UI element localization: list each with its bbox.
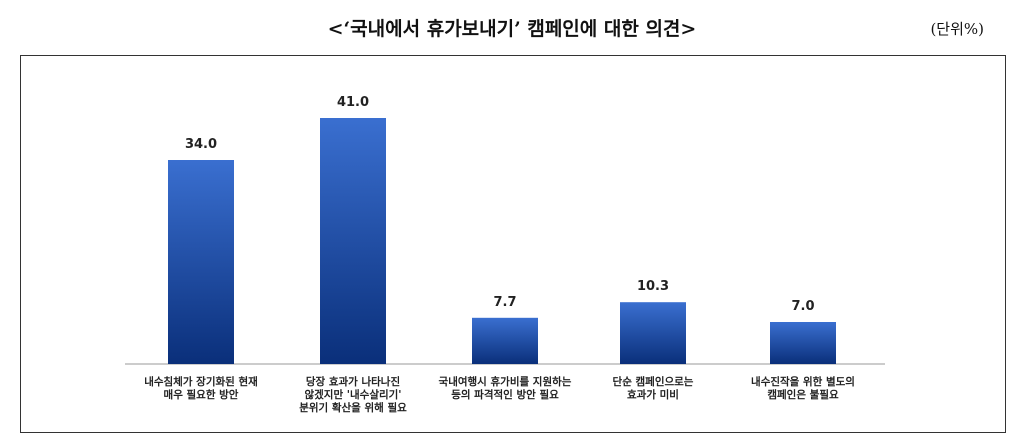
category-label-line: 등의 파격적인 방안 필요 bbox=[451, 389, 559, 401]
category-label-line: 매우 필요한 방안 bbox=[163, 389, 239, 401]
category-label-line: 분위기 확산을 위해 필요 bbox=[299, 402, 407, 414]
unit-label: (단위%) bbox=[930, 20, 984, 38]
category-label-line: 캠페인은 불필요 bbox=[767, 389, 839, 401]
category-label-line: 내수침체가 장기화된 현재 bbox=[144, 376, 258, 388]
category-label-line: 효과가 미비 bbox=[627, 389, 679, 401]
bar-value-label: 41.0 bbox=[337, 95, 369, 110]
category-label: 단순 캠페인으로는 효과가 미비 bbox=[553, 376, 753, 402]
category-label: 국내여행시 휴가비를 지원하는 등의 파격적인 방안 필요 bbox=[405, 376, 605, 402]
category-label-line: 단순 캠페인으로는 bbox=[612, 376, 694, 388]
category-label-line: 않겠지만 '내수살리기' bbox=[304, 389, 402, 401]
bar bbox=[620, 302, 686, 364]
category-label: 내수침체가 장기화된 현재 매우 필요한 방안 bbox=[101, 376, 301, 402]
bar-value-label: 7.0 bbox=[791, 299, 814, 314]
bar bbox=[168, 160, 234, 364]
bar bbox=[770, 322, 836, 364]
bar bbox=[472, 317, 538, 364]
bar-value-label: 7.7 bbox=[493, 295, 516, 310]
category-label-line: 내수진작을 위한 별도의 bbox=[751, 376, 855, 388]
bar bbox=[320, 118, 386, 364]
category-label-line: 국내여행시 휴가비를 지원하는 bbox=[438, 376, 572, 388]
chart-frame bbox=[20, 55, 1006, 433]
bar-value-label: 10.3 bbox=[637, 279, 669, 294]
category-label: 내수진작을 위한 별도의 캠페인은 불필요 bbox=[703, 376, 903, 402]
category-label-line: 당장 효과가 나타나진 bbox=[305, 376, 401, 388]
category-label: 당장 효과가 나타나진 않겠지만 '내수살리기' 분위기 확산을 위해 필요 bbox=[253, 376, 453, 415]
chart-title: <‘국내에서 휴가보내기’ 캠페인에 대한 의견> bbox=[327, 18, 697, 40]
bar-value-label: 34.0 bbox=[185, 137, 217, 152]
